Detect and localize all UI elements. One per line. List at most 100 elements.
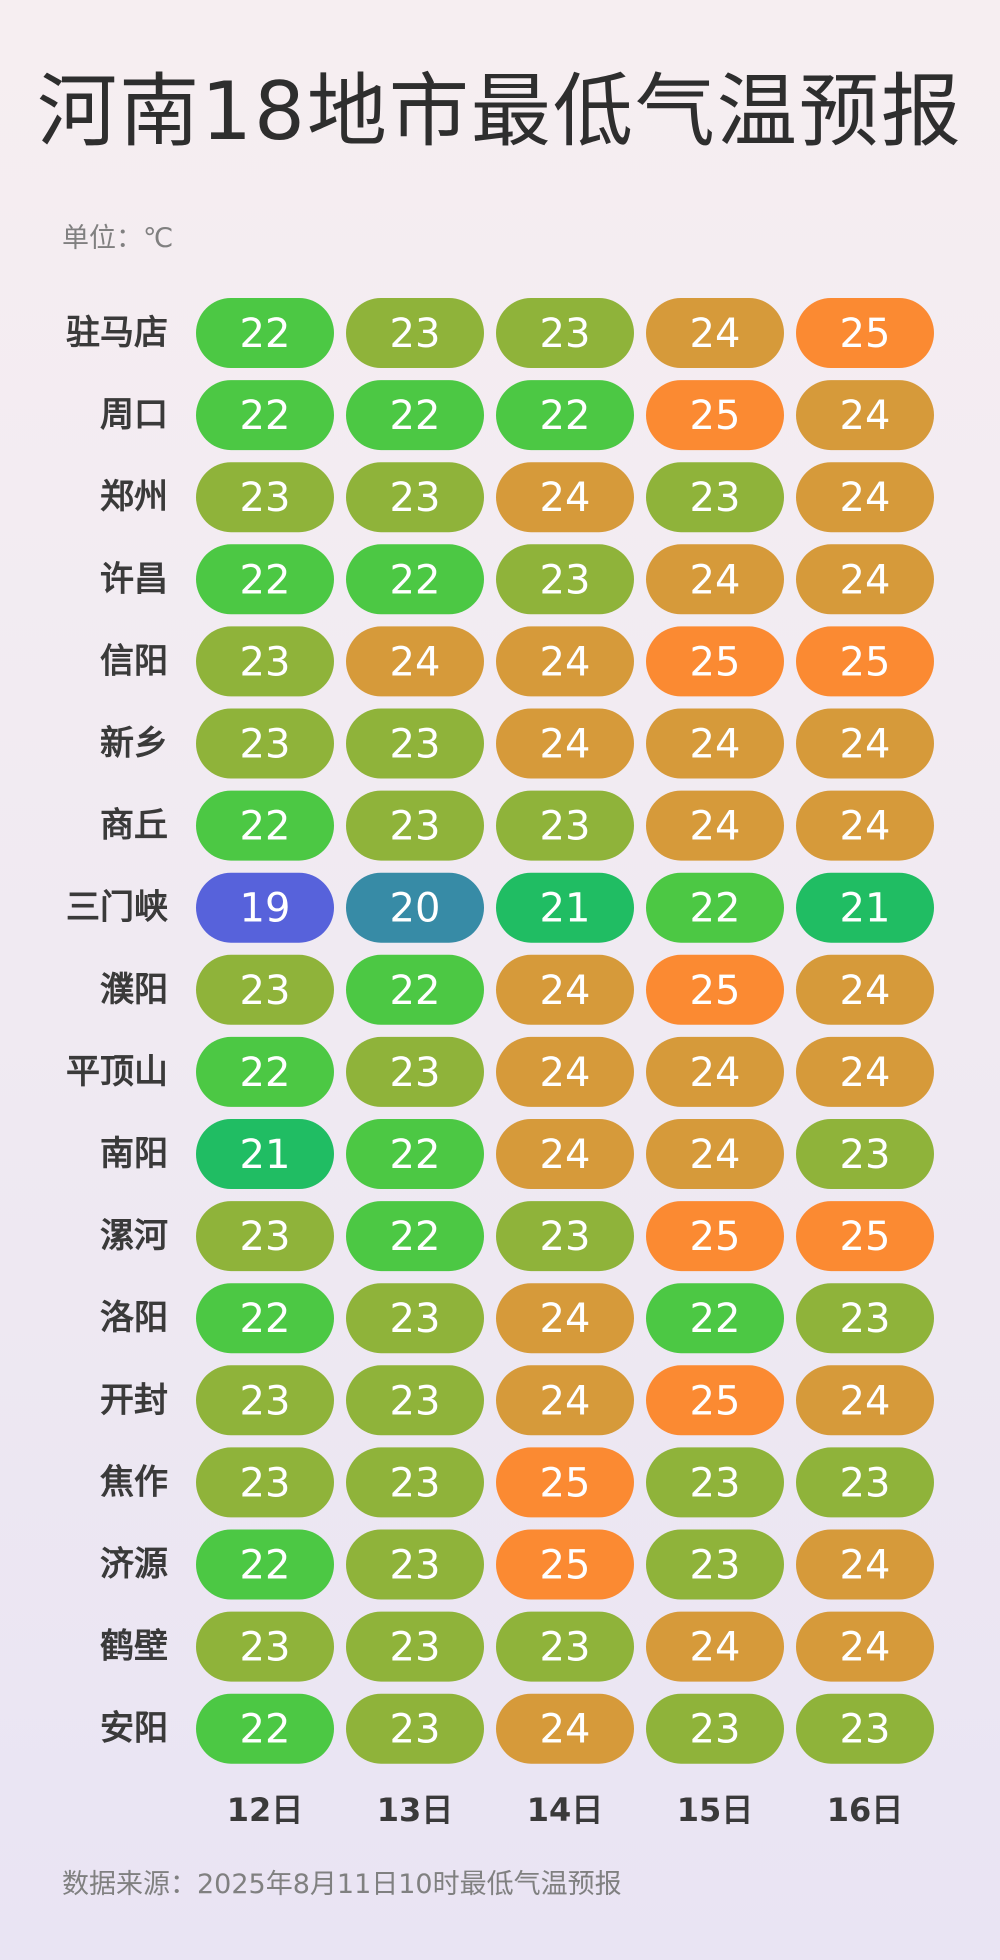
cell-value-label: 23	[840, 1296, 891, 1342]
heatmap-cell	[346, 1365, 484, 1436]
heatmap-cell	[496, 298, 634, 368]
cell-value-label: 23	[690, 475, 741, 521]
cell-value-label: 24	[690, 722, 741, 768]
cell-value-label: 22	[690, 886, 741, 932]
cell-value-label: 25	[690, 393, 741, 439]
heatmap-cell	[796, 1283, 934, 1354]
cell-value-label: 23	[840, 1460, 891, 1506]
heatmap-cell	[346, 380, 484, 451]
unit-label: 单位：℃	[62, 223, 174, 254]
heatmap-cell	[646, 1036, 784, 1107]
heatmap-cell	[796, 872, 934, 943]
cell-value-label: 24	[690, 311, 741, 357]
cell-value-label: 24	[840, 1378, 891, 1424]
cell-value-label: 21	[840, 886, 891, 932]
cell-value-label: 23	[540, 557, 591, 603]
cell-value-label: 24	[690, 1050, 741, 1096]
heatmap-cell	[346, 626, 484, 697]
day-label: 14日	[527, 1791, 604, 1829]
heatmap-cell	[496, 954, 634, 1025]
heatmap-cell	[646, 298, 784, 368]
heatmap-cell	[346, 1119, 484, 1189]
heatmap-cell	[496, 462, 634, 533]
cell-value-label: 24	[690, 1132, 741, 1178]
cell-value-label: 24	[840, 393, 891, 439]
heatmap-cell	[646, 708, 784, 779]
heatmap-cell	[346, 1447, 484, 1518]
cell-value-label: 22	[240, 557, 291, 603]
heatmap-cell	[796, 380, 934, 451]
heatmap-cell	[646, 1611, 784, 1682]
heatmap-cell	[646, 544, 784, 615]
city-label: 三门峡	[66, 888, 168, 928]
heatmap-cell	[646, 790, 784, 861]
city-label: 商丘	[100, 806, 168, 846]
heatmap-cell	[496, 1036, 634, 1107]
cell-value-label: 22	[390, 393, 441, 439]
cell-value-label: 21	[240, 1132, 291, 1178]
heatmap-cell	[196, 1693, 334, 1764]
cell-value-label: 23	[390, 804, 441, 850]
cell-value-label: 23	[390, 1625, 441, 1671]
cell-value-label: 25	[840, 1214, 891, 1260]
cell-value-label: 25	[690, 639, 741, 685]
cell-value-label: 23	[390, 1543, 441, 1589]
heatmap-cell	[496, 872, 634, 943]
heatmap-cell	[646, 1693, 784, 1764]
cell-value-label: 25	[540, 1543, 591, 1589]
cell-value-label: 22	[390, 1214, 441, 1260]
heatmap-cell	[196, 462, 334, 533]
cell-value-label: 21	[540, 886, 591, 932]
cell-value-label: 22	[240, 311, 291, 357]
cell-value-label: 23	[240, 639, 291, 685]
day-label: 12日	[227, 1791, 304, 1829]
city-label: 新乡	[100, 724, 168, 764]
cell-value-label: 24	[390, 639, 441, 685]
heatmap-cell	[796, 1611, 934, 1682]
cell-value-label: 24	[840, 557, 891, 603]
heatmap-cell	[196, 1283, 334, 1354]
cell-value-label: 24	[540, 475, 591, 521]
city-label: 焦作	[100, 1462, 168, 1502]
cell-value-label: 24	[540, 1132, 591, 1178]
heatmap-cell	[496, 1447, 634, 1518]
city-label: 周口	[100, 395, 168, 435]
heatmap-cell	[196, 1201, 334, 1272]
cell-value-label: 24	[840, 1050, 891, 1096]
cell-value-label: 24	[840, 804, 891, 850]
cell-value-label: 24	[690, 1625, 741, 1671]
cell-value-label: 22	[390, 557, 441, 603]
cell-value-label: 19	[240, 886, 291, 932]
cell-value-label: 23	[240, 722, 291, 768]
cell-value-label: 25	[540, 1460, 591, 1506]
cell-value-label: 23	[390, 475, 441, 521]
heatmap-cell	[346, 1201, 484, 1272]
heatmap-cell	[796, 298, 934, 368]
heatmap-cell	[496, 1611, 634, 1682]
heatmap-cell	[796, 462, 934, 533]
heatmap-cell	[796, 954, 934, 1025]
heatmap-cell	[346, 708, 484, 779]
cell-value-label: 23	[390, 1296, 441, 1342]
cell-value-label: 22	[390, 968, 441, 1014]
cell-value-label: 23	[240, 475, 291, 521]
cell-value-label: 25	[840, 639, 891, 685]
cell-value-label: 24	[540, 639, 591, 685]
heatmap-cell	[796, 790, 934, 861]
cell-value-label: 23	[390, 1707, 441, 1753]
heatmap-cell	[796, 1201, 934, 1272]
heatmap-cell	[496, 1201, 634, 1272]
heatmap-cell	[346, 1036, 484, 1107]
cell-value-label: 22	[240, 804, 291, 850]
heatmap-cell	[646, 954, 784, 1025]
heatmap-cell	[196, 1119, 334, 1189]
heatmap-cell	[646, 1201, 784, 1272]
cell-value-label: 20	[390, 886, 441, 932]
cell-value-label: 23	[690, 1460, 741, 1506]
heatmap-cell	[196, 872, 334, 943]
cell-value-label: 24	[540, 1050, 591, 1096]
city-label: 郑州	[100, 477, 168, 517]
cell-value-label: 25	[840, 311, 891, 357]
cell-value-label: 23	[390, 1378, 441, 1424]
